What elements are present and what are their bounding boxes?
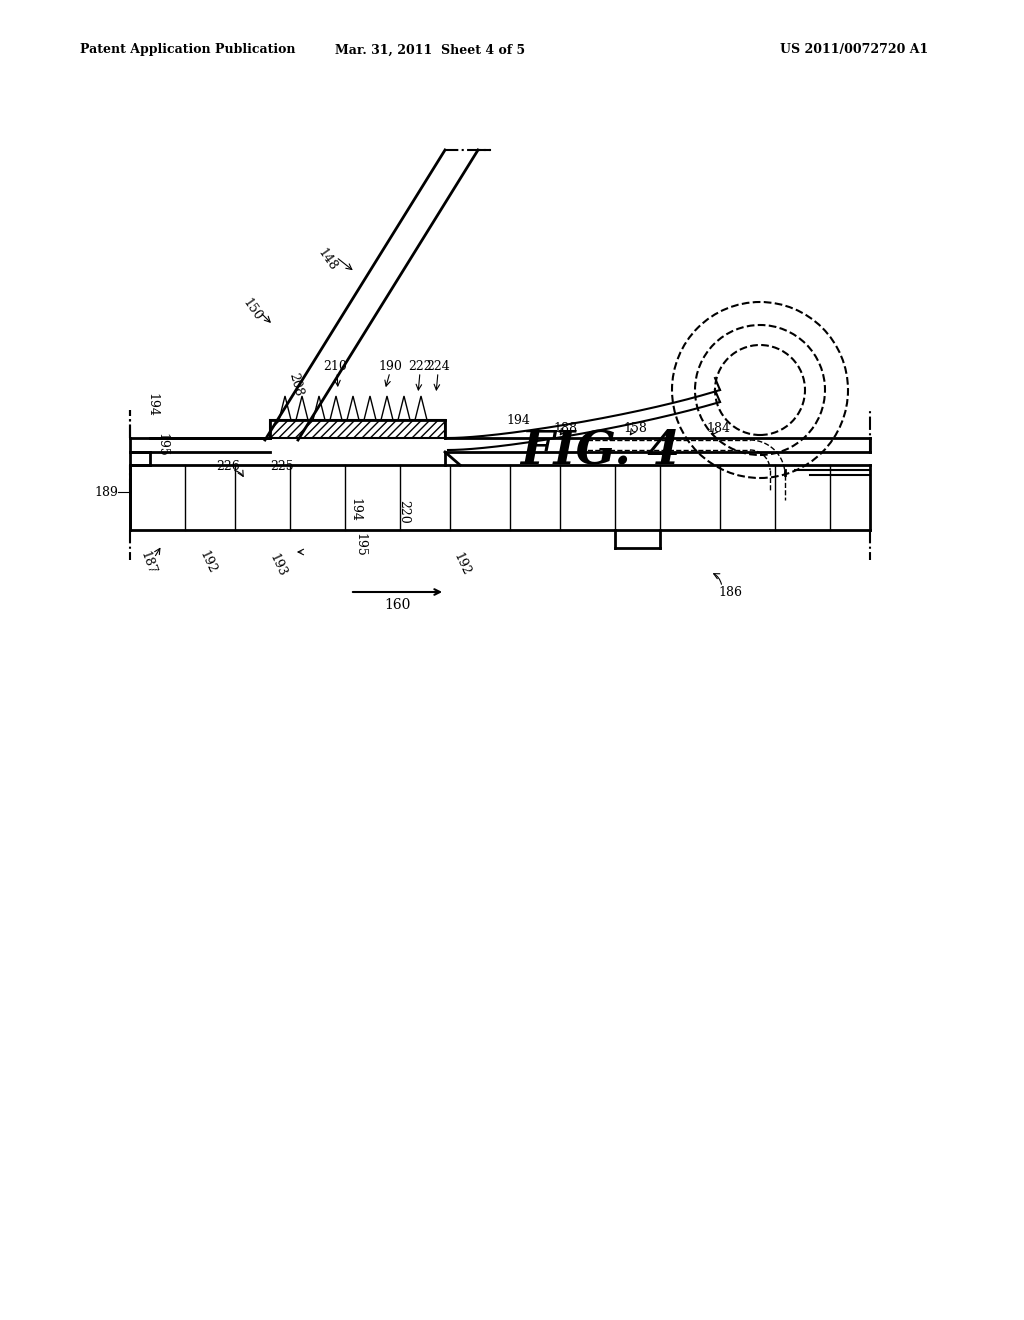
Text: 220: 220 xyxy=(397,500,411,524)
Text: 194: 194 xyxy=(145,393,159,417)
Text: 194: 194 xyxy=(506,413,530,426)
Text: 189: 189 xyxy=(94,486,118,499)
Text: 195: 195 xyxy=(353,533,367,557)
Text: 148: 148 xyxy=(314,247,339,273)
Text: 190: 190 xyxy=(378,360,402,374)
Text: 226: 226 xyxy=(216,461,240,474)
Text: 158: 158 xyxy=(623,421,647,434)
Text: 160: 160 xyxy=(384,598,411,612)
Text: Mar. 31, 2011  Sheet 4 of 5: Mar. 31, 2011 Sheet 4 of 5 xyxy=(335,44,525,57)
Text: 210: 210 xyxy=(323,360,347,374)
Text: 222: 222 xyxy=(409,360,432,374)
Bar xyxy=(270,420,445,438)
Text: 193: 193 xyxy=(267,552,289,578)
Text: 194: 194 xyxy=(348,498,361,521)
Text: 195: 195 xyxy=(156,433,169,457)
Text: 187: 187 xyxy=(138,549,158,577)
Text: 192: 192 xyxy=(197,549,219,576)
Text: 188: 188 xyxy=(553,421,577,434)
Text: 224: 224 xyxy=(426,360,450,374)
Text: US 2011/0072720 A1: US 2011/0072720 A1 xyxy=(780,44,928,57)
Text: FIG. 4: FIG. 4 xyxy=(520,426,680,473)
Text: Patent Application Publication: Patent Application Publication xyxy=(80,44,296,57)
Text: 208: 208 xyxy=(287,372,305,399)
Text: 186: 186 xyxy=(718,586,742,598)
Text: 192: 192 xyxy=(452,550,473,578)
Text: 225: 225 xyxy=(270,461,294,474)
Text: 150: 150 xyxy=(240,297,264,323)
Text: 184: 184 xyxy=(706,421,730,434)
